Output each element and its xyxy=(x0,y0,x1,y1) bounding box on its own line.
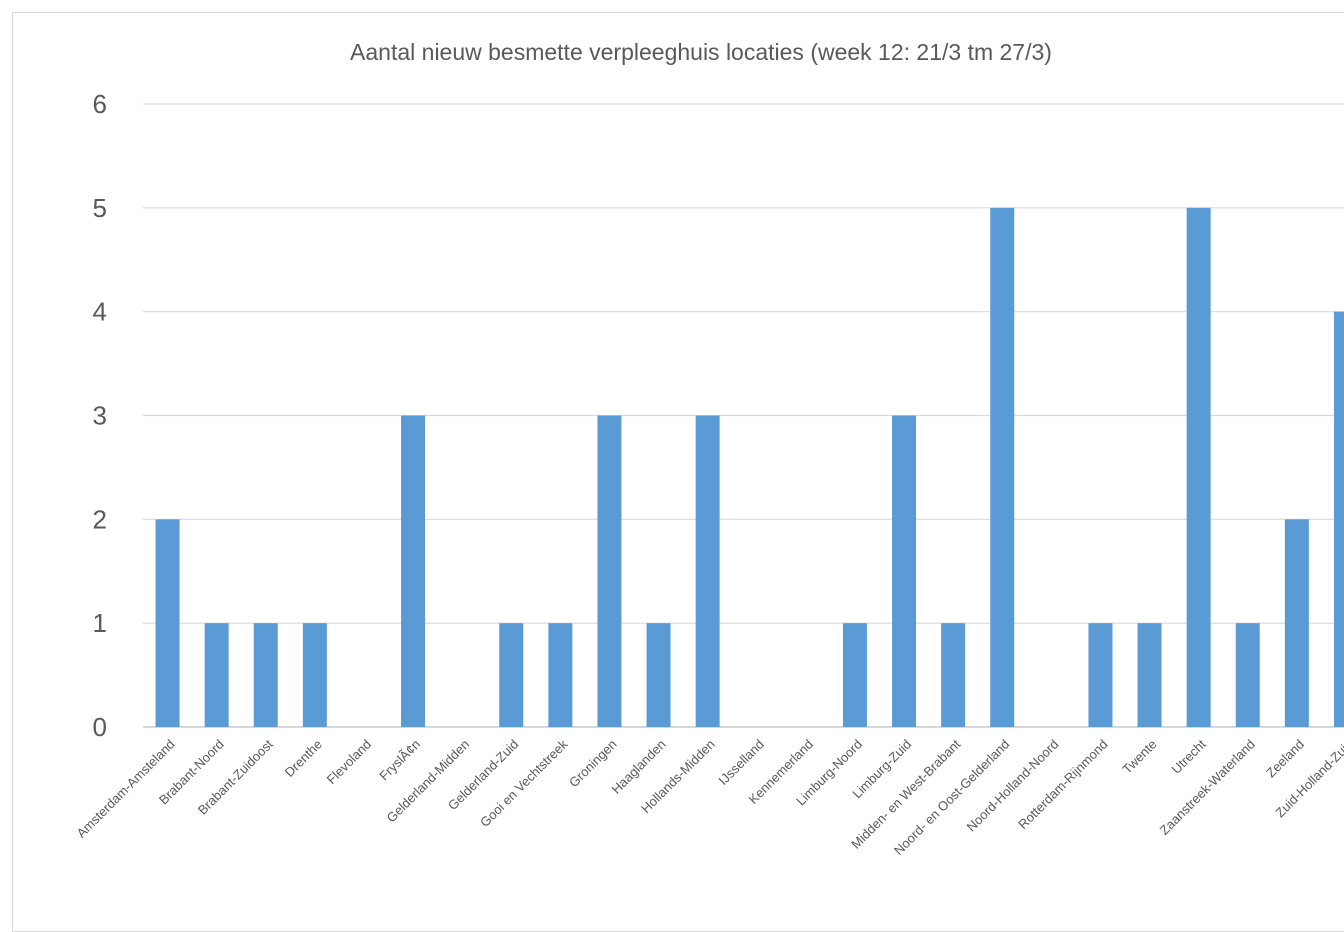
x-tick-label: FryslÃ¢n xyxy=(376,737,423,784)
bar-20 xyxy=(1137,623,1162,727)
y-axis-ticks: 0 1 2 3 4 5 6 xyxy=(93,89,107,742)
bar-19 xyxy=(1088,623,1113,727)
bar-11 xyxy=(695,415,720,727)
bar-17 xyxy=(990,207,1015,728)
bar-7 xyxy=(499,623,524,727)
bar-16 xyxy=(941,623,966,727)
bar-9 xyxy=(597,415,622,727)
y-tick-label: 6 xyxy=(93,89,107,119)
bar-2 xyxy=(253,623,278,727)
y-tick-label: 5 xyxy=(93,193,107,223)
x-tick-label: Zeeland xyxy=(1263,737,1307,781)
x-tick-label: Zaanstreek-Waterland xyxy=(1157,737,1258,838)
bar-15 xyxy=(892,415,917,727)
x-tick-label: Flevoland xyxy=(324,737,374,787)
x-tick-label: Twente xyxy=(1119,737,1159,777)
x-tick-label: Gooi en Vechtstreek xyxy=(477,736,571,830)
bar-10 xyxy=(646,623,671,727)
bar-23 xyxy=(1284,519,1309,727)
bar-3 xyxy=(302,623,327,727)
chart-title: Aantal nieuw besmette verpleeghuis locat… xyxy=(350,39,1052,65)
bar-14 xyxy=(842,623,867,727)
y-tick-label: 0 xyxy=(93,712,107,742)
x-tick-label: IJsselland xyxy=(715,737,766,788)
x-tick-label: Utrecht xyxy=(1169,736,1210,777)
bar-22 xyxy=(1235,623,1260,727)
x-tick-label: Rotterdam-Rijnmond xyxy=(1015,737,1110,832)
bars xyxy=(155,207,1344,728)
x-tick-label: Amsterdam-Amsteland xyxy=(74,737,178,841)
y-tick-label: 1 xyxy=(93,608,107,638)
bar-1 xyxy=(204,623,229,727)
x-axis-ticks: Amsterdam-AmstelandBrabant-NoordBrabant-… xyxy=(74,736,1344,858)
bar-24 xyxy=(1333,311,1344,727)
bar-0 xyxy=(155,519,180,727)
x-tick-label: Gelderland-Midden xyxy=(383,737,472,826)
bar-5 xyxy=(401,415,426,727)
gridlines xyxy=(143,103,1344,728)
bar-21 xyxy=(1186,207,1211,728)
x-tick-label: Noord-Holland-Noord xyxy=(963,737,1061,835)
chart-frame xyxy=(12,12,1344,932)
y-tick-label: 2 xyxy=(93,504,107,534)
x-tick-label: Drenthe xyxy=(282,737,325,780)
y-tick-label: 4 xyxy=(93,297,107,327)
y-tick-label: 3 xyxy=(93,401,107,431)
bar-8 xyxy=(548,623,573,727)
